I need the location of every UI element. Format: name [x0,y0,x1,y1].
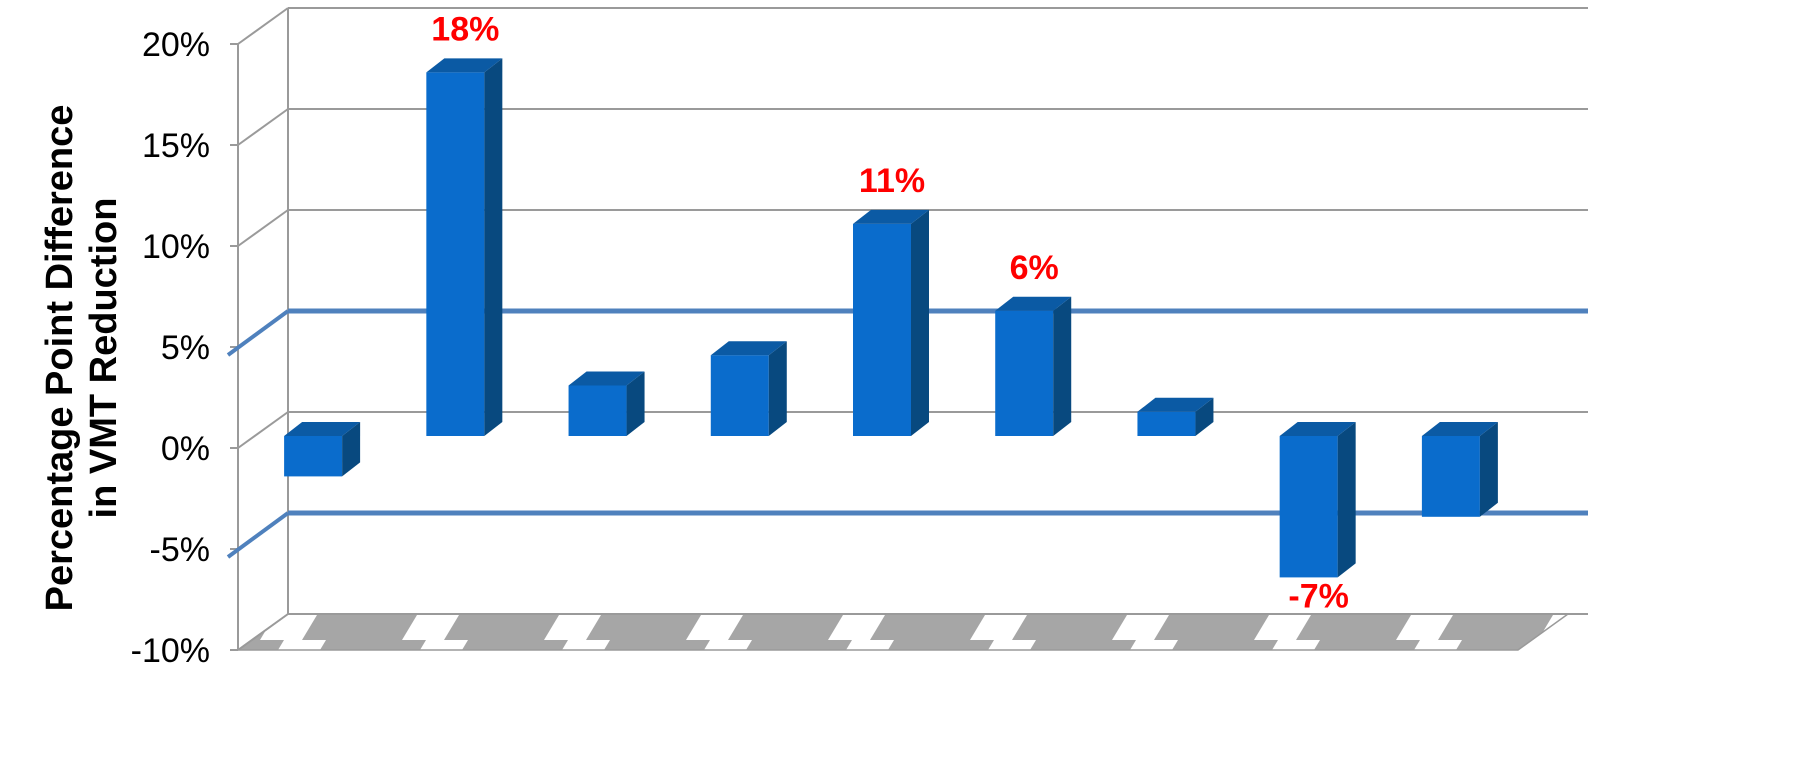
bar-top [710,341,787,356]
bar-top [284,422,361,436]
data-label: 6% [1010,249,1059,287]
bar-side [911,209,929,436]
bar-side [1195,397,1214,436]
bar [1421,422,1498,517]
bar-side [1479,422,1498,517]
gridline-side [237,7,289,45]
highlight-lines [226,308,1588,559]
bar-front [426,72,485,437]
data-label: -7% [1288,577,1348,615]
bar-front [568,385,627,436]
gridline-side [237,411,289,449]
bar-front [1279,436,1338,578]
gridline-side [237,108,289,146]
bar [568,371,645,436]
bar-side [1053,296,1072,436]
y-tick-label: 5% [161,329,210,367]
y-axis-title-line: Percentage Point Difference [39,105,81,612]
bar-top [426,58,503,73]
highlight-line-side [226,511,290,559]
bars [284,58,1498,578]
bar-side [626,371,645,436]
bar [1137,397,1214,436]
y-axis-title-line: in VMT Reduction [83,198,125,519]
bar-front [853,223,911,436]
highlight-line-side [226,309,290,357]
bar-front [1137,411,1196,436]
y-tick-label: 0% [161,430,210,468]
bar-front [995,310,1054,436]
bar-front [1421,436,1480,517]
bar-top [853,209,929,224]
y-tick-label: -10% [131,632,210,670]
data-label: 11% [859,162,925,200]
bar-side [768,341,787,436]
gridline-side [237,209,289,247]
bar-top [568,371,645,386]
y-tick-label: 20% [142,26,210,64]
bar [995,296,1072,436]
data-labels: 18% 11% 6% -7% [431,10,1349,615]
bar-top [1421,422,1498,436]
bar [853,209,929,436]
y-tick-labels: -10% -5% 0% 5% 10% 15% 20% [131,26,210,670]
floor [235,613,1571,651]
bar-front [710,355,769,436]
bar [284,422,361,477]
bar [426,58,503,437]
data-label: 18% [431,10,499,48]
y-tick-label: 15% [142,127,210,165]
bar-side [484,58,503,437]
bar [710,341,787,436]
bar-top [1137,397,1214,412]
bar [1279,422,1356,578]
bar-top [995,296,1072,311]
bar-side [342,422,361,477]
y-tick-label: 10% [142,228,210,266]
bar-top [1279,422,1356,436]
bar-front [284,436,343,477]
y-tick-label: -5% [150,531,210,569]
bar-side [1337,422,1356,578]
y-axis-title: Percentage Point Differencein VMT Reduct… [39,105,125,612]
gridline-side [237,613,289,651]
chart-floor [235,613,1571,651]
